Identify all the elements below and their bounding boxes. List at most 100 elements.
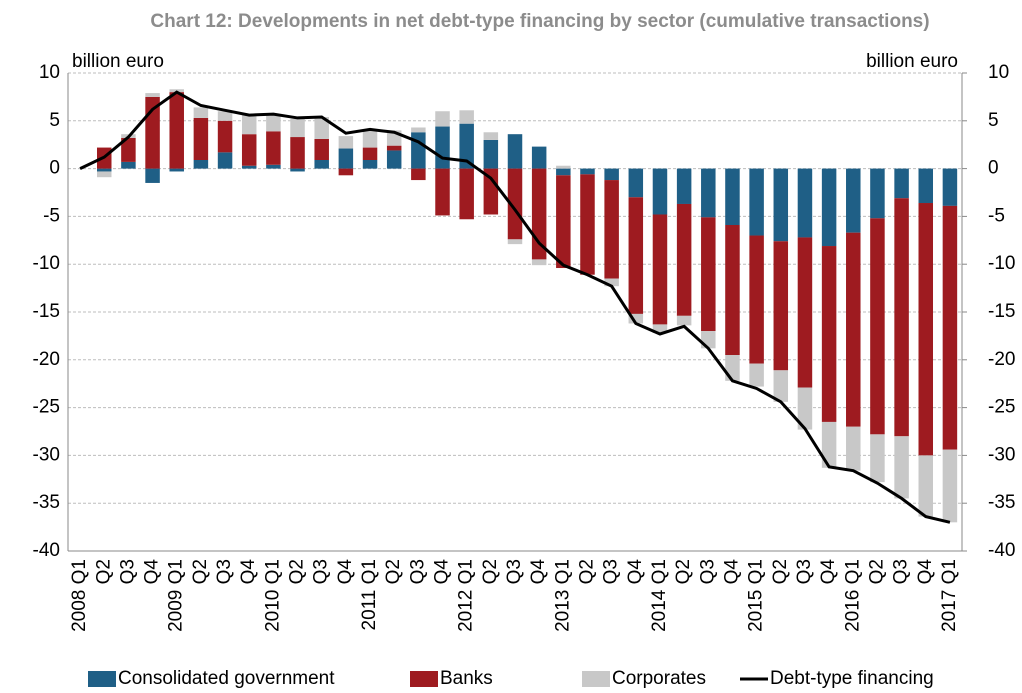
bar bbox=[894, 198, 909, 437]
bar bbox=[604, 168, 619, 181]
bar bbox=[725, 225, 740, 356]
bar bbox=[894, 436, 909, 499]
x-tick-label: Q2 bbox=[480, 559, 501, 584]
x-tick-label: Q4 bbox=[818, 559, 839, 585]
bar bbox=[483, 139, 499, 169]
bar bbox=[773, 370, 789, 402]
bar bbox=[241, 114, 257, 135]
bar bbox=[749, 235, 764, 364]
legend-label: Consolidated government bbox=[118, 668, 335, 689]
y2-tick-label: -10 bbox=[988, 253, 1015, 274]
bar bbox=[701, 331, 716, 349]
bar bbox=[942, 449, 958, 523]
bar bbox=[628, 168, 644, 198]
x-tick-label: Q3 bbox=[794, 559, 815, 584]
y-tick-label: 10 bbox=[39, 62, 60, 83]
y-tick-label: -40 bbox=[33, 540, 60, 561]
bar bbox=[121, 138, 136, 162]
bar bbox=[217, 111, 233, 121]
y2-tick-label: 10 bbox=[988, 62, 1009, 83]
bar bbox=[531, 146, 547, 169]
bar bbox=[725, 168, 740, 226]
bar bbox=[821, 246, 837, 422]
bar bbox=[145, 168, 160, 183]
bar bbox=[266, 164, 281, 169]
chart-title: Chart 12: Developments in net debt-type … bbox=[150, 11, 929, 32]
x-tick-label: Q4 bbox=[721, 559, 742, 585]
bar bbox=[701, 168, 716, 218]
bar bbox=[676, 315, 692, 326]
bar bbox=[483, 168, 499, 215]
y2-tick-label: -5 bbox=[988, 205, 1005, 226]
bar bbox=[241, 134, 257, 166]
bar bbox=[266, 114, 281, 132]
y-tick-label: -10 bbox=[33, 253, 60, 274]
legend-label: Debt-type financing bbox=[770, 668, 934, 689]
bar bbox=[241, 165, 257, 169]
legend-label: Banks bbox=[440, 668, 493, 689]
bar bbox=[338, 168, 354, 176]
bar bbox=[459, 123, 474, 169]
bar bbox=[96, 171, 112, 178]
x-tick-label: Q4 bbox=[335, 559, 356, 585]
bar bbox=[870, 168, 885, 219]
bar bbox=[749, 363, 764, 387]
bar bbox=[676, 168, 692, 204]
x-tick-label: Q4 bbox=[625, 559, 646, 585]
x-tick-label: Q2 bbox=[383, 559, 404, 584]
y-axis-label: billion euro bbox=[72, 51, 164, 72]
bar bbox=[411, 127, 426, 133]
bar bbox=[121, 161, 136, 169]
bar bbox=[217, 120, 233, 153]
bar bbox=[846, 168, 861, 233]
y2-tick-label: 5 bbox=[988, 110, 999, 131]
y2-tick-label: -30 bbox=[988, 444, 1015, 465]
y2-tick-label: 0 bbox=[988, 158, 999, 179]
bar bbox=[652, 324, 668, 334]
bar bbox=[507, 134, 523, 169]
y2-tick-label: -25 bbox=[988, 397, 1015, 418]
x-tick-label: Q2 bbox=[770, 559, 791, 584]
x-tick-label: 2008 Q1 bbox=[69, 559, 90, 632]
y-tick-label: -25 bbox=[33, 397, 60, 418]
bar bbox=[652, 214, 668, 325]
x-tick-label: 2012 Q1 bbox=[456, 559, 477, 632]
bar bbox=[217, 152, 233, 169]
bar bbox=[193, 159, 209, 169]
bar bbox=[290, 168, 305, 172]
bar bbox=[556, 175, 571, 269]
y-tick-label: 0 bbox=[49, 158, 60, 179]
bar bbox=[411, 168, 426, 181]
bar bbox=[314, 159, 329, 169]
x-tick-label: Q4 bbox=[432, 559, 453, 585]
x-tick-label: 2015 Q1 bbox=[746, 559, 767, 632]
bar bbox=[435, 111, 450, 127]
bar bbox=[338, 148, 354, 169]
x-tick-label: Q3 bbox=[697, 559, 718, 584]
bar bbox=[145, 93, 160, 97]
bar bbox=[942, 168, 958, 206]
bar bbox=[531, 259, 547, 266]
bar bbox=[918, 168, 934, 204]
bar bbox=[942, 205, 958, 450]
bar bbox=[266, 131, 281, 165]
bar bbox=[870, 218, 885, 435]
bar bbox=[459, 168, 474, 220]
x-tick-label: Q3 bbox=[504, 559, 525, 584]
x-tick-label: 2016 Q1 bbox=[842, 559, 863, 632]
bar bbox=[628, 313, 644, 324]
bar bbox=[507, 168, 523, 240]
bar bbox=[749, 168, 764, 236]
x-tick-label: Q3 bbox=[214, 559, 235, 584]
bar bbox=[314, 138, 329, 160]
x-tick-label: Q3 bbox=[311, 559, 332, 584]
x-tick-label: Q4 bbox=[142, 559, 163, 585]
x-tick-label: Q2 bbox=[190, 559, 211, 584]
bar bbox=[556, 165, 571, 169]
x-tick-label: Q4 bbox=[528, 559, 549, 585]
y2-tick-label: -15 bbox=[988, 301, 1015, 322]
y-tick-label: -5 bbox=[43, 205, 60, 226]
bar bbox=[556, 168, 571, 176]
